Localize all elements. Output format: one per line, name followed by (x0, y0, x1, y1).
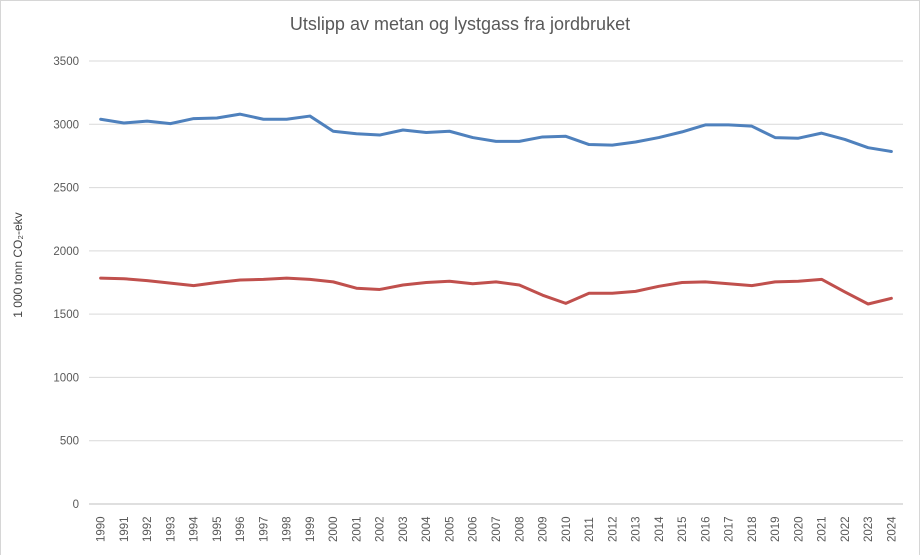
x-tick-label: 1991 (119, 516, 131, 542)
x-tick-label: 2011 (584, 517, 596, 542)
x-tick-label: 2009 (538, 516, 550, 542)
x-tick-label: 2013 (631, 516, 643, 542)
y-tick-label: 0 (73, 499, 79, 511)
x-tick-label: 2005 (444, 516, 456, 542)
y-tick-label: 1000 (53, 372, 79, 384)
red-line-series (99, 276, 893, 306)
x-tick-label: 2022 (840, 516, 852, 542)
x-tick-label: 1996 (235, 516, 247, 542)
x-tick-label: 2014 (654, 516, 666, 542)
x-tick-label: 1999 (305, 516, 317, 542)
y-tick-label: 1500 (53, 309, 79, 321)
x-tick-label: 2003 (398, 516, 410, 542)
x-tick-label: 1990 (96, 516, 108, 542)
y-tick-label: 3000 (53, 119, 79, 131)
x-tick-label: 2007 (491, 516, 503, 542)
y-tick-label: 3500 (53, 56, 79, 68)
y-tick-label: 2000 (53, 246, 79, 258)
x-tick-label: 2012 (607, 516, 619, 542)
x-tick-label: 1992 (142, 516, 154, 542)
x-tick-label: 2008 (514, 516, 526, 542)
x-tick-label: 2023 (863, 516, 875, 542)
x-tick-label: 2010 (561, 516, 573, 542)
y-tick-label: 500 (60, 436, 79, 448)
x-tick-label: 2006 (468, 516, 480, 542)
x-tick-label: 2002 (375, 516, 387, 542)
x-tick-label: 2017 (724, 516, 736, 542)
chart-title: Utslipp av metan og lystgass fra jordbru… (289, 14, 631, 34)
x-tick-label: 1993 (165, 516, 177, 542)
x-tick-label: 2024 (886, 516, 898, 542)
x-tick-label: 2020 (793, 516, 805, 542)
x-tick-label: 1994 (189, 516, 201, 542)
x-tick-label: 1995 (212, 516, 224, 542)
x-tick-label: 2001 (351, 516, 363, 542)
x-tick-label: 1997 (258, 516, 270, 542)
x-tick-label: 2019 (770, 516, 782, 542)
x-tick-label: 1998 (282, 516, 294, 542)
x-tick-label: 2000 (328, 516, 340, 542)
x-tick-label: 2015 (677, 516, 689, 542)
x-tick-label: 2016 (700, 516, 712, 542)
x-tick-label: 2018 (747, 516, 759, 542)
x-tick-label: 2021 (817, 516, 829, 542)
blue-line-series (99, 112, 893, 153)
y-tick-label: 2500 (53, 183, 79, 195)
x-tick-label: 2004 (421, 516, 433, 542)
